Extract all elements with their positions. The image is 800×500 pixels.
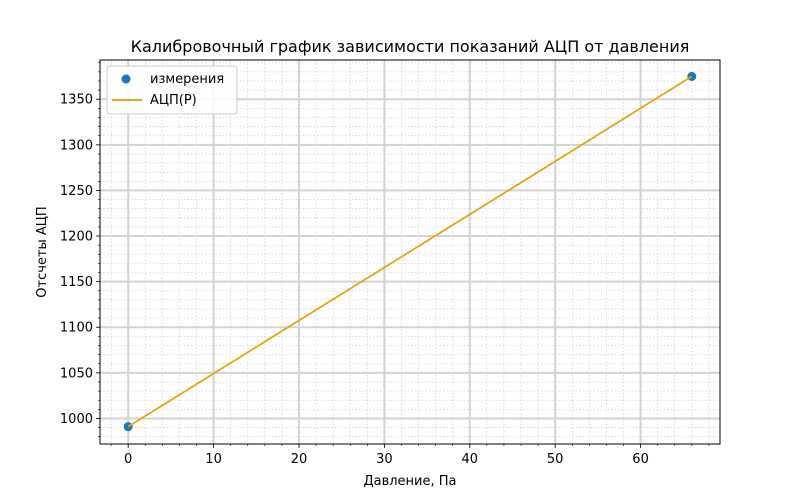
legend-box [106, 65, 238, 115]
x-tick-label: 60 [632, 452, 649, 467]
y-tick-label: 1350 [60, 93, 93, 108]
legend-marker-measurements [121, 74, 131, 84]
y-tick-label: 1300 [60, 138, 93, 153]
x-axis-label: Давление, Па [363, 474, 456, 489]
x-tick-label: 50 [547, 452, 564, 467]
x-tick-label: 20 [291, 452, 308, 467]
legend: измерения АЦП(P) [106, 65, 238, 115]
x-tick-label: 40 [462, 452, 479, 467]
x-tick-label: 30 [376, 452, 393, 467]
legend-label-fit: АЦП(P) [150, 93, 197, 108]
plot-frame [99, 59, 721, 445]
y-tick-label: 1100 [60, 321, 93, 336]
y-tick-label: 1150 [60, 275, 93, 290]
y-tick-label: 1050 [60, 366, 93, 381]
fit-line [127, 75, 693, 428]
major-grid [100, 60, 720, 444]
x-tick-label: 10 [205, 452, 222, 467]
x-tick-label: 0 [124, 452, 132, 467]
y-tick-label: 1250 [60, 184, 93, 199]
y-axis-label: Отсчеты АЦП [35, 206, 50, 297]
y-tick-label: 1000 [60, 412, 93, 427]
chart-title: Калибровочный график зависимости показан… [131, 37, 690, 56]
series-layer [123, 71, 697, 432]
y-tick-label: 1200 [60, 230, 93, 245]
ticks: 0 10 20 30 40 50 60 1000 1050 1100 1150 1200 1250 130… [60, 62, 710, 467]
legend-label-measurements: измерения [150, 72, 224, 87]
